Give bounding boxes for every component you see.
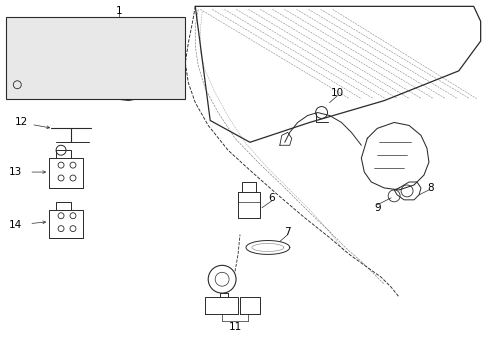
Text: 14: 14 [9, 220, 22, 230]
Text: 13: 13 [9, 167, 22, 177]
Text: 4: 4 [36, 84, 42, 94]
Text: 10: 10 [330, 88, 344, 98]
Text: 2: 2 [12, 36, 19, 46]
Text: 7: 7 [284, 226, 290, 237]
Text: 6: 6 [268, 193, 275, 203]
Text: 12: 12 [15, 117, 28, 127]
Text: 5: 5 [139, 44, 145, 54]
Bar [6, 17, 185, 99]
Text: 9: 9 [373, 203, 380, 213]
Text: 3: 3 [139, 84, 145, 94]
Text: 8: 8 [427, 183, 433, 193]
Text: 11: 11 [228, 322, 241, 332]
Text: 1: 1 [115, 6, 122, 16]
